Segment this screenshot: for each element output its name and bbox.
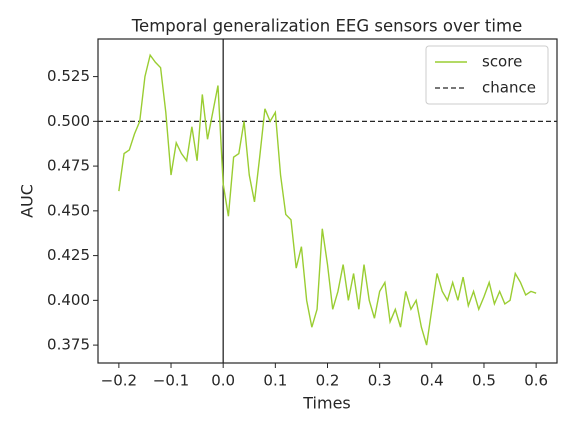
x-tick-label: 0.0 xyxy=(211,372,235,390)
y-tick-label: 0.375 xyxy=(47,336,90,354)
x-tick-label: −0.1 xyxy=(153,372,189,390)
x-tick-label: 0.5 xyxy=(472,372,496,390)
legend-box xyxy=(425,45,549,105)
x-tick-label: 0.3 xyxy=(368,372,392,390)
chart-title: Temporal generalization EEG sensors over… xyxy=(131,17,522,36)
plot-frame xyxy=(97,38,558,364)
y-tick-label: 0.475 xyxy=(47,157,90,175)
score-line xyxy=(118,53,537,346)
y-axis-label: AUC xyxy=(18,184,37,218)
y-tick-label: 0.500 xyxy=(47,112,90,130)
x-axis-label: Times xyxy=(302,394,351,413)
x-tick-label: 0.2 xyxy=(316,372,340,390)
x-tick-label: −0.2 xyxy=(101,372,137,390)
x-tick-label: 0.4 xyxy=(420,372,444,390)
legend-label: chance xyxy=(482,79,536,97)
y-tick-label: 0.425 xyxy=(47,246,90,264)
x-tick-label: 0.6 xyxy=(524,372,548,390)
y-tick-label: 0.450 xyxy=(47,201,90,219)
legend-label: score xyxy=(482,53,522,71)
y-tick-label: 0.525 xyxy=(47,67,90,85)
x-tick-label: 0.1 xyxy=(263,372,287,390)
y-tick-label: 0.400 xyxy=(47,291,90,309)
